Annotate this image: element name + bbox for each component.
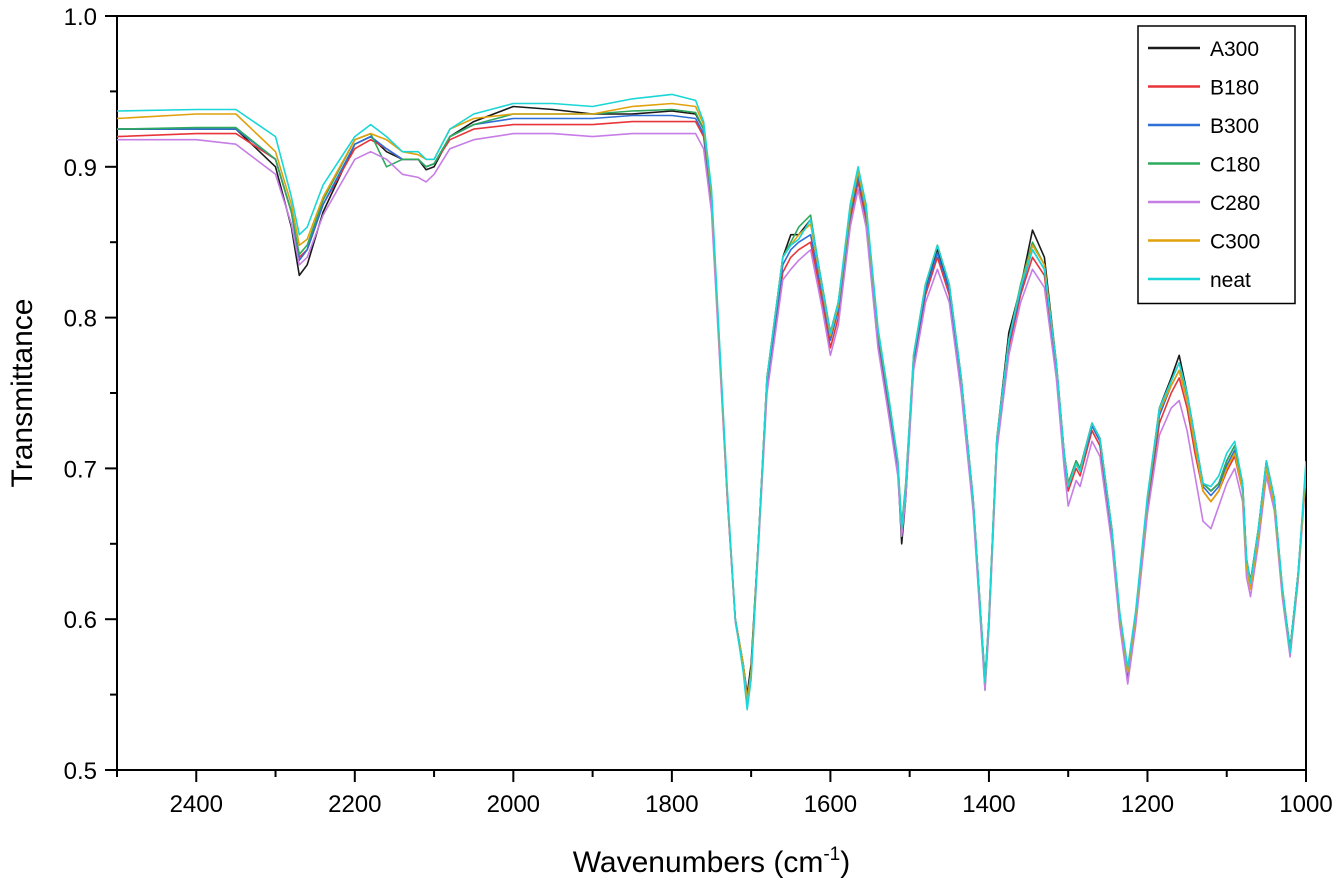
y-tick-label: 0.9 — [64, 155, 97, 182]
y-tick-label: 0.5 — [64, 758, 97, 785]
y-tick-label: 0.7 — [64, 456, 97, 483]
x-tick-label: 2000 — [487, 791, 540, 818]
legend-label-b300: B300 — [1210, 115, 1259, 138]
legend-label-a300: A300 — [1210, 38, 1259, 61]
legend-label-c280: C280 — [1210, 192, 1260, 215]
legend-label-neat: neat — [1210, 269, 1251, 292]
x-tick-label: 1400 — [962, 791, 1015, 818]
series-line-c280 — [117, 132, 1306, 703]
plot-frame — [116, 15, 1307, 771]
x-tick-label: 2400 — [170, 791, 223, 818]
x-tick-label: 1800 — [645, 791, 698, 818]
y-axis-title: Transmittance — [6, 299, 39, 488]
y-tick-label: 0.8 — [64, 306, 97, 333]
y-tick-label: 0.6 — [64, 607, 97, 634]
legend: A300 B180 B300 C180 C280 C300 neat — [1137, 25, 1296, 305]
x-tick-label: 2200 — [328, 791, 381, 818]
y-tick-label: 1.0 — [64, 4, 97, 31]
series-layer — [117, 93, 1306, 711]
legend-label-c180: C180 — [1210, 154, 1260, 177]
legend-label-b180: B180 — [1210, 77, 1259, 100]
x-tick-label: 1000 — [1279, 791, 1332, 818]
legend-label-c300: C300 — [1210, 231, 1260, 254]
x-tick-label: 1200 — [1121, 791, 1174, 818]
x-axis-title: Wavenumbers (cm-1) — [573, 844, 851, 879]
x-axis: 2400 2200 2000 1800 1600 1400 1200 1000 — [116, 770, 1333, 818]
y-axis: 0.5 0.6 0.7 0.8 0.9 1.0 — [64, 4, 117, 785]
series-line-neat — [117, 93, 1306, 711]
x-tick-label: 1600 — [804, 791, 857, 818]
